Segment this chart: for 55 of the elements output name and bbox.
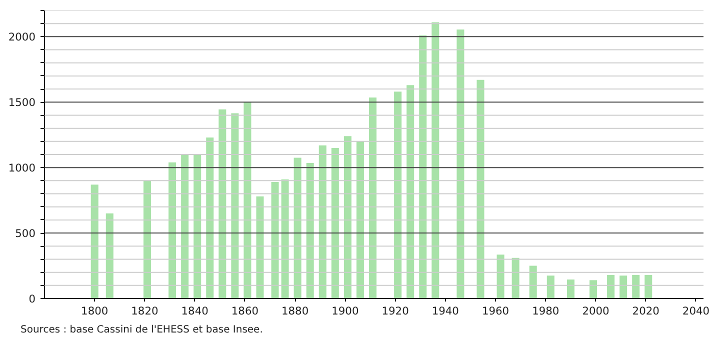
x-tick-label: 1960 [482, 304, 510, 318]
bar [406, 85, 414, 298]
bar [356, 141, 364, 298]
bar [281, 179, 289, 298]
bar [456, 29, 464, 298]
y-tick-label: 2000 [8, 30, 36, 44]
bar [419, 35, 427, 298]
bar [168, 162, 176, 298]
x-tick-label: 1860 [231, 304, 259, 318]
x-tick-label: 1800 [81, 304, 108, 318]
x-tick-label: 1820 [131, 304, 159, 318]
bar [106, 213, 114, 298]
x-tick-label: 2040 [682, 304, 710, 318]
x-tick-label: 1900 [332, 304, 359, 318]
bar [271, 182, 279, 298]
x-tick-label: 1980 [532, 304, 560, 318]
bar [256, 196, 264, 298]
bar [607, 274, 615, 298]
y-tick-label: 0 [28, 292, 36, 306]
bar [394, 92, 402, 298]
x-tick-label: 2020 [632, 304, 660, 318]
bar [294, 158, 302, 298]
bar [318, 145, 326, 298]
bar [143, 180, 151, 298]
bar [644, 274, 652, 298]
bar [529, 266, 537, 298]
y-tick-label: 500 [15, 227, 36, 240]
bar [218, 109, 226, 298]
x-tick-label: 2000 [582, 304, 610, 318]
source-note: Sources : base Cassini de l'EHESS et base Insee. [20, 324, 263, 336]
bar [344, 136, 352, 298]
bar [432, 22, 440, 298]
bar [496, 254, 504, 298]
x-tick-label: 1840 [181, 304, 209, 318]
bar [306, 163, 314, 298]
bar [620, 276, 628, 298]
bar [194, 154, 202, 298]
bar [566, 280, 574, 298]
y-tick-label: 1500 [8, 96, 36, 110]
bar [368, 98, 377, 298]
bar [476, 80, 484, 298]
bar [181, 154, 189, 298]
bar [90, 184, 98, 298]
bar [589, 280, 598, 298]
x-tick-label: 1880 [282, 304, 309, 318]
bar [206, 137, 214, 298]
bar [331, 148, 339, 298]
bar [632, 274, 640, 298]
x-tick-label: 1940 [432, 304, 460, 318]
y-tick-label: 1000 [8, 162, 36, 175]
bar [231, 113, 239, 298]
bar [546, 276, 554, 298]
x-tick-label: 1920 [382, 304, 410, 318]
bar [244, 102, 252, 298]
bar [512, 258, 520, 298]
